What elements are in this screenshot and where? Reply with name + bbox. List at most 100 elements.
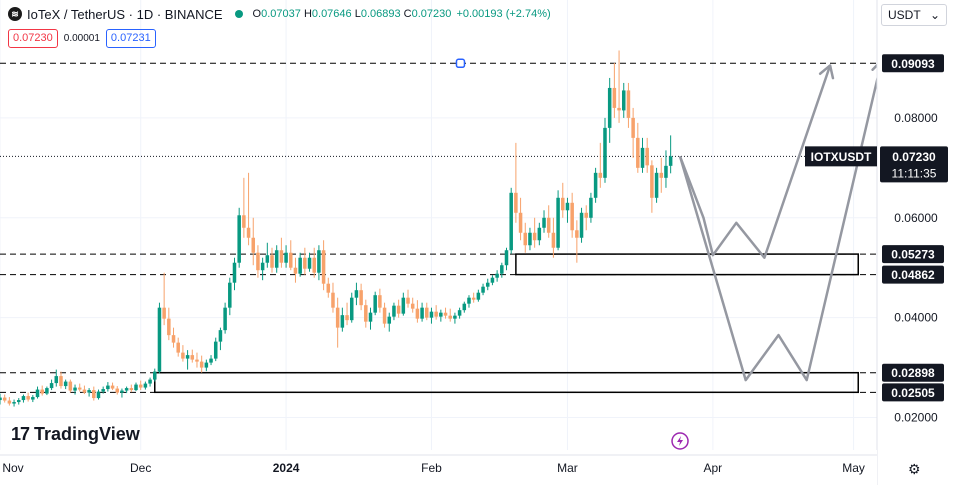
candle xyxy=(237,207,241,268)
candle-body xyxy=(321,250,326,284)
candle xyxy=(565,197,570,223)
candle xyxy=(607,77,612,143)
candle-body xyxy=(406,297,410,304)
candle xyxy=(523,222,528,253)
candle-body xyxy=(448,315,452,319)
y-tick-label: 0.06000 xyxy=(894,211,938,225)
candle-body xyxy=(621,90,626,111)
sell-price-button[interactable]: 0.07230 xyxy=(8,29,58,48)
candle xyxy=(500,262,504,278)
candle xyxy=(176,337,180,357)
candle xyxy=(246,172,251,246)
candle-body xyxy=(153,371,157,380)
projection-arrowhead xyxy=(818,64,835,80)
candle xyxy=(340,307,345,332)
candle-body xyxy=(603,127,607,178)
candle-body xyxy=(420,307,424,319)
candle-body xyxy=(561,197,565,211)
candle xyxy=(181,345,185,362)
candle xyxy=(476,289,481,302)
candle xyxy=(345,302,349,326)
candle-body xyxy=(96,391,101,399)
candle xyxy=(481,283,485,296)
candle-body xyxy=(617,107,621,111)
x-tick-label: Dec xyxy=(130,461,151,475)
candle xyxy=(462,301,467,313)
high-value: 0.07646 xyxy=(311,8,352,20)
candle-body xyxy=(528,232,532,246)
candle xyxy=(63,379,68,390)
candle xyxy=(40,385,44,396)
level-price-label: 0.05273 xyxy=(891,248,935,262)
candle-body xyxy=(500,265,504,274)
candle-body xyxy=(607,87,612,128)
candle xyxy=(598,142,603,188)
level-price-tag xyxy=(882,245,944,264)
symbol-tag-label: IOTXUSDT xyxy=(811,150,872,164)
candle-body xyxy=(279,250,284,263)
candle xyxy=(162,272,166,326)
candle-body xyxy=(612,87,617,108)
candle xyxy=(603,117,607,183)
candle-body xyxy=(63,381,68,387)
gear-icon[interactable]: ⚙ xyxy=(908,461,921,477)
currency-selector[interactable]: USDT ⌄ xyxy=(881,4,947,26)
candle xyxy=(354,282,359,306)
candle xyxy=(528,227,532,251)
candle xyxy=(537,222,542,246)
candle xyxy=(439,309,443,322)
candle xyxy=(546,205,551,238)
candle-body xyxy=(77,387,82,390)
candle xyxy=(626,82,631,128)
candle xyxy=(514,142,518,223)
candle-body xyxy=(382,307,387,324)
candle-body xyxy=(664,165,668,178)
time-axis xyxy=(0,450,877,485)
candle-body xyxy=(12,402,16,404)
candle xyxy=(631,107,635,158)
level-price-label: 0.04862 xyxy=(891,268,935,282)
candle xyxy=(415,300,420,323)
candle xyxy=(382,302,387,328)
candle-body xyxy=(307,257,312,269)
candle xyxy=(284,245,288,268)
level-price-tag xyxy=(882,265,944,284)
candle xyxy=(279,237,284,268)
drawing-handle xyxy=(455,58,466,69)
candle-body xyxy=(373,295,377,313)
candle-body xyxy=(509,192,513,251)
market-status-icon xyxy=(234,10,243,18)
candle-body xyxy=(157,307,162,372)
candle-body xyxy=(518,212,523,233)
candle xyxy=(265,242,270,268)
symbol-title[interactable]: IoTeX / TetherUS · 1D · BINANCE xyxy=(27,6,223,22)
candle xyxy=(551,217,556,258)
iotex-logo-icon: ≋ xyxy=(8,7,22,21)
countdown-label: 11:11:35 xyxy=(892,166,937,180)
candle-body xyxy=(204,362,209,368)
symbol-tag xyxy=(805,146,877,167)
candle-body xyxy=(650,165,654,198)
candle-body xyxy=(331,292,335,308)
tradingview-logo[interactable]: 17 TradingView xyxy=(11,424,140,445)
candle-body xyxy=(589,197,593,218)
candle-body xyxy=(312,257,316,273)
y-tick-label: 0.08000 xyxy=(894,111,938,125)
candle xyxy=(260,257,265,281)
candle-body xyxy=(659,172,664,178)
buy-price-button[interactable]: 0.07231 xyxy=(105,29,156,48)
candle-body xyxy=(523,232,528,246)
candle xyxy=(335,297,340,348)
candle xyxy=(621,82,626,118)
candle-body xyxy=(368,312,373,322)
candle-body xyxy=(246,227,251,238)
candle xyxy=(82,385,87,395)
candle-body xyxy=(317,250,321,273)
currency-value: USDT xyxy=(888,8,921,22)
candle-body xyxy=(575,230,579,238)
candle-body xyxy=(504,250,509,266)
candle xyxy=(289,240,293,271)
candle-body xyxy=(565,202,570,211)
candle xyxy=(410,297,415,313)
